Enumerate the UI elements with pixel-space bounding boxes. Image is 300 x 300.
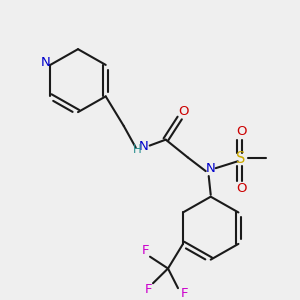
Text: F: F: [144, 283, 152, 296]
Text: H: H: [133, 143, 142, 156]
Text: N: N: [139, 140, 148, 153]
Text: F: F: [180, 286, 188, 300]
Text: O: O: [236, 182, 247, 195]
Text: O: O: [178, 105, 189, 118]
Text: O: O: [236, 125, 247, 138]
Text: N: N: [40, 56, 50, 69]
Text: F: F: [141, 244, 149, 257]
Text: N: N: [206, 162, 216, 175]
Text: S: S: [236, 151, 245, 166]
